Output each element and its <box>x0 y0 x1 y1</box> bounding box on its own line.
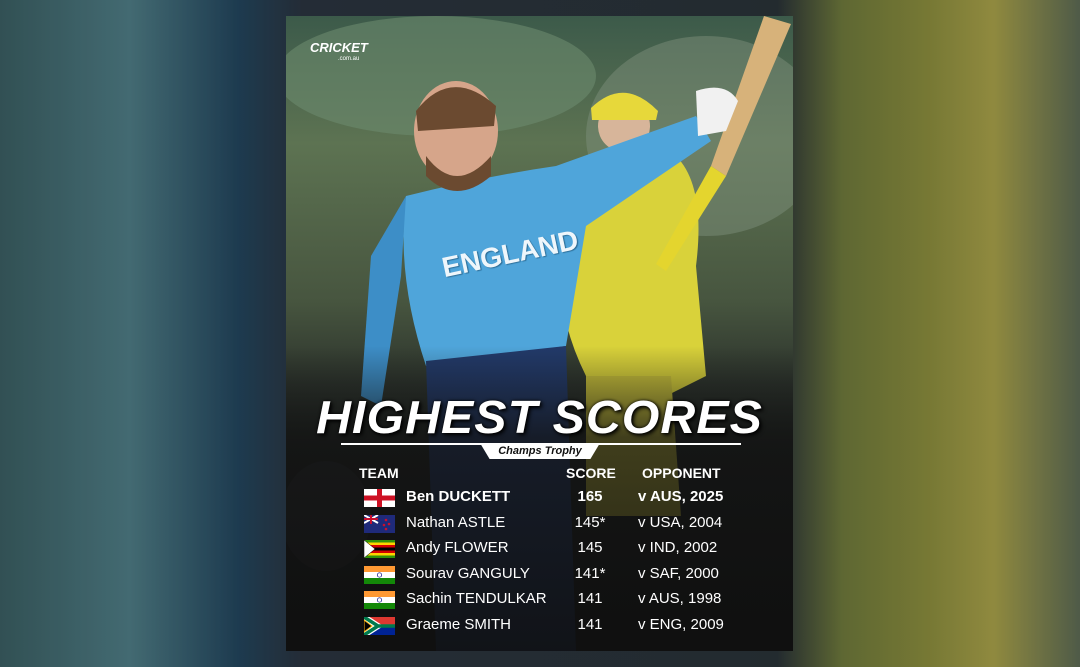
column-header: OPPONENT <box>642 465 721 481</box>
player-name: Nathan ASTLE <box>406 514 506 531</box>
player-name: Graeme SMITH <box>406 616 512 633</box>
subtitle: Champs Trophy <box>480 443 600 459</box>
opponent: v SAF, 2000 <box>638 565 719 582</box>
score: 141* <box>574 565 606 582</box>
opponent: v IND, 2002 <box>638 539 718 556</box>
flag <box>364 489 395 507</box>
score: 145* <box>574 514 606 531</box>
flag <box>364 515 395 533</box>
opponent: v ENG, 2009 <box>638 616 724 633</box>
flag <box>364 591 395 609</box>
logo-domain: .com.au <box>338 56 360 62</box>
score: 141 <box>577 616 603 633</box>
player-name: Sourav GANGULY <box>406 565 530 582</box>
flag <box>364 566 395 584</box>
logo: CRICKET <box>310 40 368 55</box>
opponent: v AUS, 2025 <box>638 488 724 505</box>
column-header: TEAM <box>359 465 399 481</box>
opponent: v AUS, 1998 <box>638 590 722 607</box>
score: 145 <box>577 539 603 556</box>
column-header: SCORE <box>566 465 616 481</box>
player-name: Andy FLOWER <box>406 539 509 556</box>
flag <box>364 540 395 558</box>
score: 141 <box>577 590 603 607</box>
score: 165 <box>577 488 603 505</box>
player-name: Ben DUCKETT <box>406 488 511 505</box>
flag <box>364 617 395 635</box>
graphic-card: CRICKET .com.au ENGLAND HIGHEST SCORES C… <box>286 16 793 651</box>
title: HIGHEST SCORES <box>316 391 763 443</box>
opponent: v USA, 2004 <box>638 514 723 531</box>
player-name: Sachin TENDULKAR <box>406 590 547 607</box>
